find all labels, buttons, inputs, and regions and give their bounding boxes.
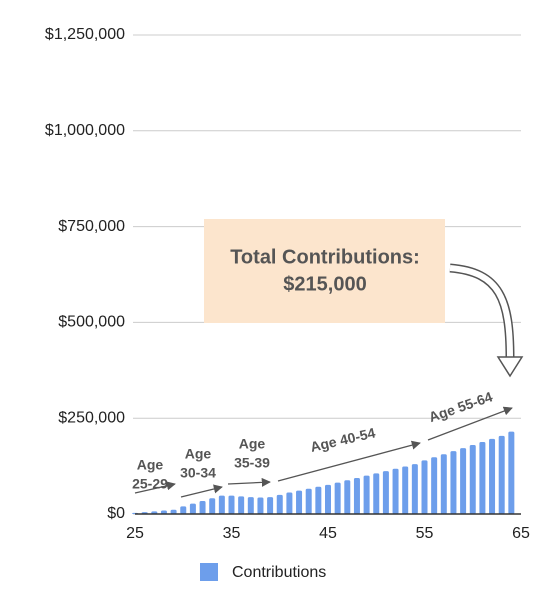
bar [353,477,360,514]
annotation: Age [137,457,164,473]
bar [160,510,167,514]
bar [199,500,206,514]
annotation: Age [239,436,266,452]
bar [296,490,303,514]
bar [247,497,254,514]
bar [189,503,196,514]
bar [421,460,428,514]
bar [450,451,457,514]
bar [257,497,264,514]
arrow [427,406,513,441]
bar [411,464,418,514]
bar [440,454,447,514]
x-tick-label: 25 [126,525,144,542]
bar [344,480,351,514]
y-tick-label: $750,000 [58,218,125,235]
annotation: Age 40-54 [309,424,377,455]
bar [498,435,505,514]
bar [325,484,331,514]
callout-text: Total Contributions: [230,246,420,268]
y-tick-label: $500,000 [58,314,125,331]
bar [489,438,496,514]
bar [460,448,467,514]
bar [228,495,235,514]
y-tick-label: $0 [107,505,125,522]
callout-box [204,219,445,323]
legend-swatch [200,563,218,581]
callout-text: $215,000 [283,273,366,295]
bar [382,471,389,514]
arrow [227,477,271,487]
y-tick-label: $1,000,000 [45,122,125,139]
legend-label: Contributions [232,564,326,581]
annotation: 35-39 [234,455,270,471]
callout-arrow [449,263,524,378]
annotation: Age 55-64 [427,388,495,425]
bar [267,497,274,514]
bar [363,475,370,514]
arrow [180,484,223,498]
bar [218,495,225,514]
x-tick-label: 45 [319,525,337,542]
arrow [134,481,176,494]
arrow [277,440,421,482]
annotation: 25-29 [132,476,168,492]
annotation: Age [185,446,212,462]
y-tick-label: $1,250,000 [45,26,125,43]
bar [402,466,409,514]
x-tick-label: 35 [223,525,241,542]
age-arrows [134,406,513,498]
bar [286,492,293,514]
bar [315,486,322,514]
bar [508,431,515,514]
bar [238,496,245,514]
bar [334,482,341,514]
bar [209,498,216,514]
bar [305,488,312,514]
bar [469,445,476,514]
bar [431,457,438,514]
y-tick-label: $250,000 [58,409,125,426]
bars [132,431,515,514]
bar [276,494,283,514]
bar [392,468,399,514]
bar [373,473,380,514]
x-tick-label: 55 [416,525,434,542]
x-tick-label: 65 [512,525,530,542]
bar [170,509,177,514]
annotation: 30-34 [180,465,216,481]
bar [180,506,187,514]
bar [479,441,486,514]
